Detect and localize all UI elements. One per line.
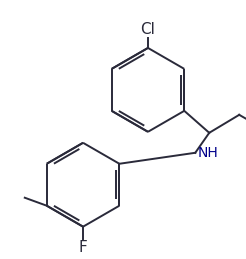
Text: NH: NH (197, 146, 218, 160)
Text: Cl: Cl (140, 22, 155, 37)
Text: F: F (79, 240, 87, 255)
